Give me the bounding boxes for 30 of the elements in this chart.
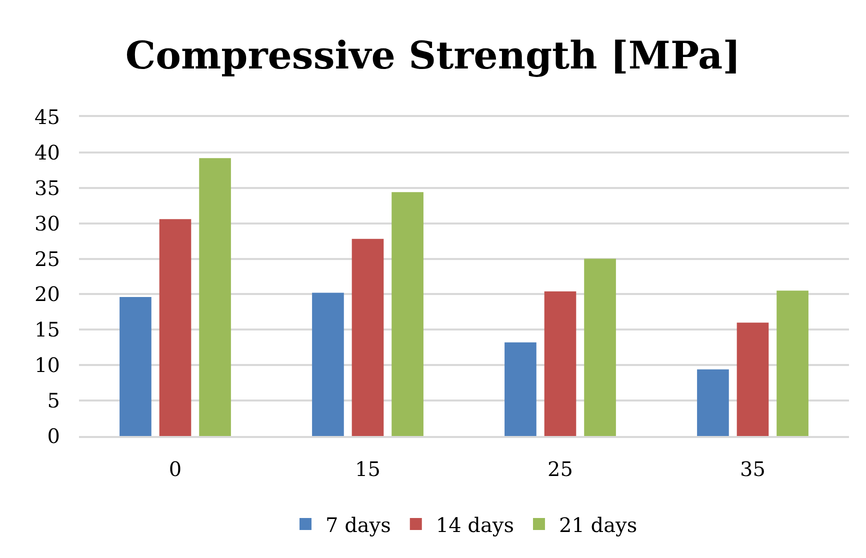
legend-label: 7 days	[326, 512, 391, 537]
y-tick-label: 20	[34, 282, 60, 306]
y-tick-label: 45	[34, 105, 60, 129]
y-tick-label: 35	[34, 176, 60, 200]
bar	[120, 297, 152, 436]
y-tick-label: 30	[34, 211, 60, 236]
bar	[776, 290, 808, 436]
y-tick-label: 40	[34, 140, 60, 164]
legend-label: 14 days	[436, 512, 514, 537]
legend-label: 21 days	[558, 512, 638, 537]
y-tick-label: 5	[47, 388, 60, 413]
x-tick-label: 15	[355, 457, 380, 481]
bar	[544, 291, 576, 436]
x-tick-label: 25	[548, 457, 573, 481]
y-tick-label: 0	[47, 424, 60, 448]
bar	[352, 238, 384, 436]
bar	[159, 219, 192, 436]
bar	[504, 342, 536, 436]
y-tick-label: 10	[34, 353, 60, 378]
bar	[312, 292, 344, 436]
bar	[584, 258, 616, 436]
x-tick-label: 0	[168, 457, 182, 481]
bar	[697, 369, 729, 436]
bar	[392, 192, 424, 436]
y-tick-label: 15	[34, 318, 60, 342]
x-tick-label: 35	[740, 457, 766, 481]
bar	[736, 322, 769, 436]
chart-title: Compressive Strength [MPa]	[125, 32, 741, 78]
bar	[199, 158, 231, 436]
y-tick-label: 25	[34, 246, 60, 271]
